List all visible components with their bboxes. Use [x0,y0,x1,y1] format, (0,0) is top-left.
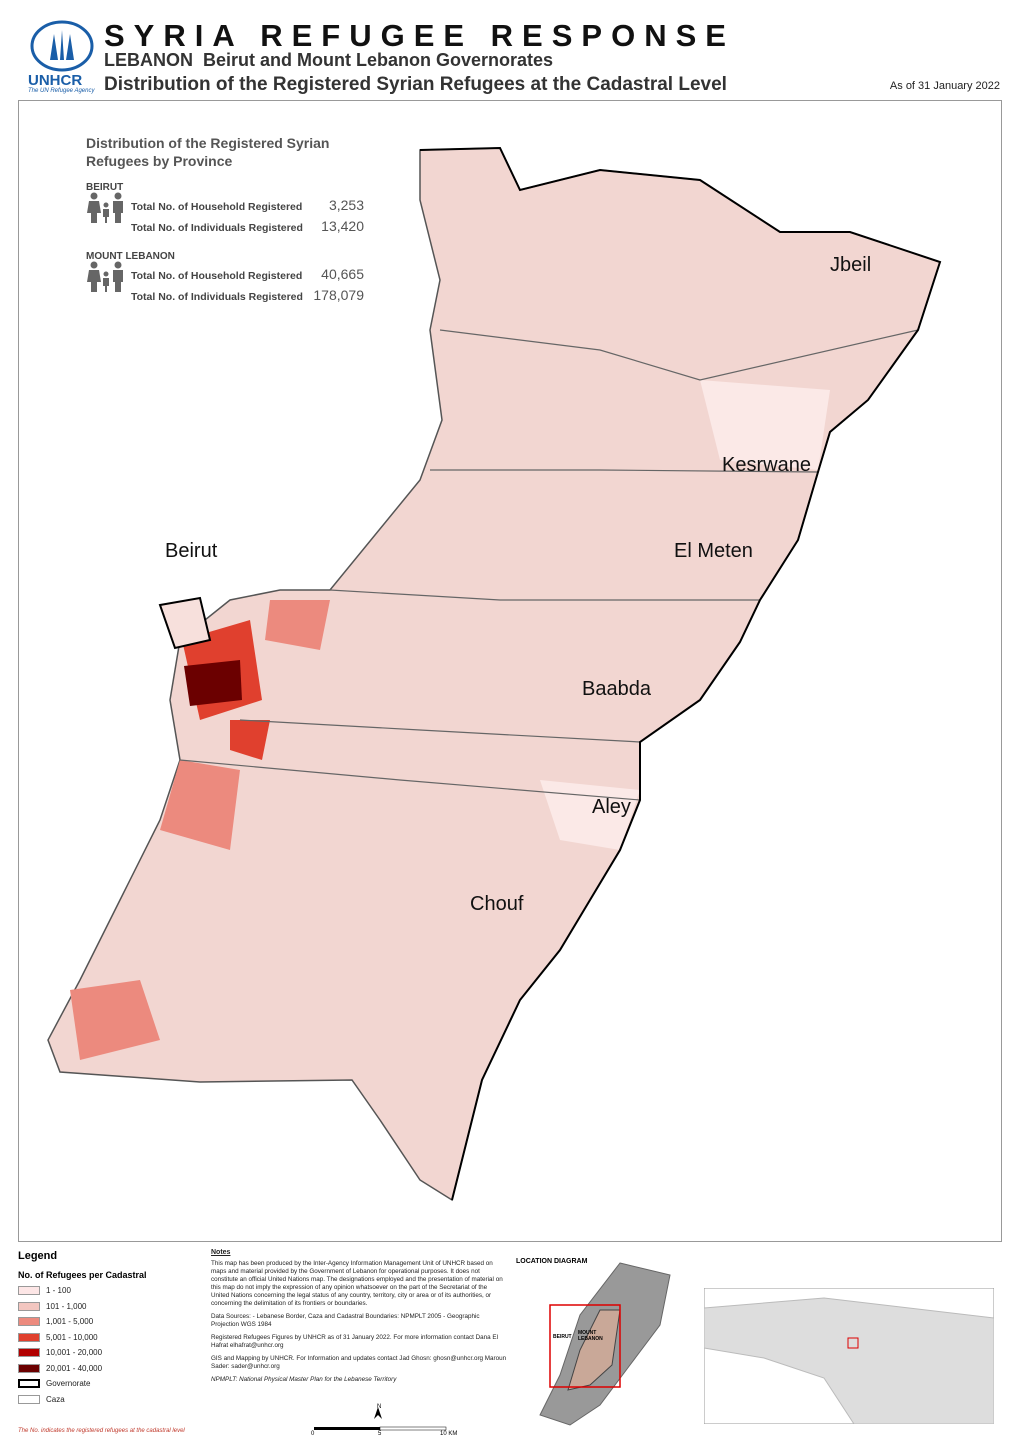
legend-swatch [18,1394,40,1404]
legend-item: 20,001 - 40,000 [18,1362,198,1378]
caza-label: El Meten [674,540,753,562]
legend-title: Legend [18,1250,58,1262]
location-label: BEIRUT [553,1334,572,1340]
notes: Notes This map has been produced by the I… [211,1249,507,1389]
stat-value: 178,079 [313,287,364,303]
zone-very-high [184,660,242,706]
unhcr-emblem [30,20,94,72]
legend-items: 1 - 100 101 - 1,000 1,001 - 5,000 5,001 - 1… [18,1284,198,1408]
stat-value: 3,253 [328,197,364,213]
legend-subtitle: No. of Refugees per Cadastral [18,1270,147,1280]
stats-title: Distribution of the Registered Syrian Re… [86,135,330,169]
caza-label: Chouf [470,893,524,915]
zone-mid [160,760,240,850]
legend-label: 1,001 - 5,000 [46,1317,94,1326]
legend-label: 5,001 - 10,000 [46,1332,98,1342]
beirut [158,596,212,650]
scale-label: 0 [311,1431,315,1437]
caza-label: Aley [592,796,631,818]
scale-bar [314,1407,447,1431]
map [47,146,942,1202]
stat-value: 13,420 [321,218,364,234]
notes-paragraph: This map has been produced by the Inter-… [211,1260,503,1307]
region: Beirut and Mount Lebanon Governorates [203,50,554,70]
province-rows: Total No. of Household Registered 40,665 T… [86,261,376,308]
north-arrow: N [377,1404,382,1410]
stat-row: Total No. of Household Registered 3,253 [86,197,376,218]
location-diagram [539,1262,671,1426]
subtitle: LEBANON Beirut and Mount Lebanon Governo… [104,50,553,71]
extent-box [549,1304,621,1388]
people-icon [87,261,123,292]
caza-label: Beirut [165,540,218,562]
notes-paragraph: Registered Refugees Figures by UNHCR as … [211,1334,498,1349]
legend-swatch [18,1379,40,1388]
people-icon [87,192,123,223]
date: As of 31 January 2022 [889,80,1000,92]
legend-item: 1 - 100 [18,1284,198,1300]
legend-item: 1,001 - 5,000 [18,1315,198,1331]
title: SYRIA REFUGEE RESPONSE [104,18,735,53]
legend-swatch [18,1332,40,1342]
stat-value: 40,665 [321,266,364,282]
legend-label: 101 - 1,000 [46,1301,87,1311]
notes-paragraph: NPMPLT: National Physical Master Plan fo… [211,1376,397,1383]
legend-swatch [18,1301,40,1311]
legend-label: 1 - 100 [46,1286,71,1295]
stat-row: Total No. of Household Registered 40,665 [86,266,376,287]
scale-label: 10 KM [440,1431,458,1437]
logo-tagline: The UN Refugee Agency [28,88,95,94]
legend-label: Governorate [46,1379,91,1388]
legend-item: Governorate [18,1377,198,1393]
legend-item: Caza [18,1393,198,1409]
caza-label: Baabda [582,678,651,700]
legend-item: 5,001 - 10,000 [18,1331,198,1347]
governorate-boundary [419,146,942,1201]
map-frame [18,100,1002,1242]
legend-swatch [18,1317,40,1326]
world-inset [704,1288,994,1424]
legend-item: 10,001 - 20,000 [18,1346,198,1362]
footnote: The No. indicates the registered refugee… [18,1428,185,1434]
legend-swatch [18,1348,40,1357]
legend: Legend No. of Refugees per Cadastral 1 -… [18,1250,198,1408]
caza-label: Kesrwane [722,454,811,476]
legend-swatch [18,1363,40,1373]
stat-label: Total No. of Individuals Registered [131,291,303,303]
province-list: BEIRUT Total No. of Household Registered 3… [86,182,376,308]
legend-swatch [18,1286,40,1295]
caza-boundaries [179,329,919,801]
zone-mid [265,600,330,650]
stat-label: Total No. of Household Registered [131,270,303,282]
caza-label: Jbeil [830,254,872,276]
zone-high [230,720,270,760]
stat-row: Total No. of Individuals Registered 178,0… [86,287,376,308]
location-label: MOUNT LEBANON [578,1330,603,1342]
notes-paragraph: Data Sources: - Lebanese Border, Caza an… [211,1313,480,1328]
location-title: LOCATION DIAGRAM [516,1258,588,1265]
stat-row: Total No. of Individuals Registered 13,42… [86,218,376,239]
country: LEBANON [104,50,193,70]
subtitle-2: Distribution of the Registered Syrian Re… [104,74,727,95]
stat-label: Total No. of Individuals Registered [131,222,303,234]
notes-paragraph: GIS and Mapping by UNHCR. For Informatio… [211,1355,507,1370]
logo-text: UNHCR [28,72,83,89]
scale-label: 5 [378,1431,382,1437]
legend-label: 10,001 - 20,000 [46,1348,103,1357]
province-stats: Distribution of the Registered Syrian Re… [86,134,376,308]
province-name: MOUNT LEBANON [86,251,175,262]
zone-mid [70,980,160,1060]
zone-light [700,380,830,470]
province-name: BEIRUT [86,182,124,193]
notes-title: Notes [211,1249,231,1256]
legend-label: Caza [46,1394,65,1404]
province-rows: Total No. of Household Registered 3,253 To… [86,192,376,239]
legend-item: 101 - 1,000 [18,1300,198,1316]
stat-label: Total No. of Household Registered [131,201,303,213]
legend-label: 20,001 - 40,000 [46,1363,103,1373]
